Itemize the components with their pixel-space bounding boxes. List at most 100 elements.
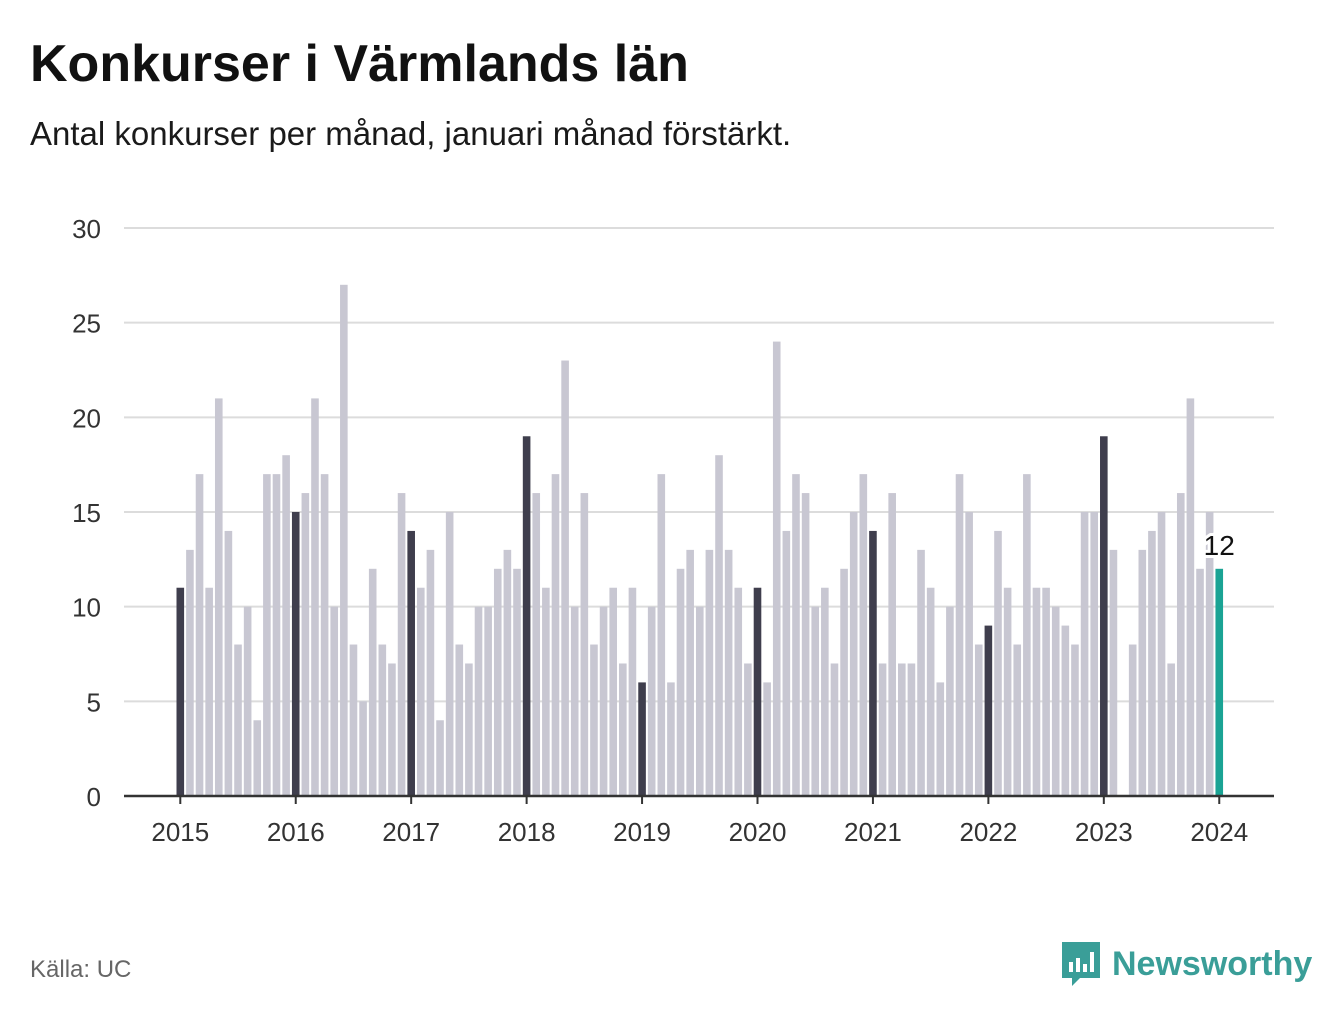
- bar-chart: 0 5 10 15 20 25 30 12 2015 2016 2017 2018 2019 2020 20…: [72, 214, 1274, 847]
- bar: [349, 644, 358, 796]
- bar: [378, 644, 387, 796]
- bar: [532, 493, 541, 796]
- bar: [965, 512, 973, 796]
- y-tick-label: 30: [72, 214, 101, 244]
- bar: [1176, 493, 1185, 796]
- y-tick-label: 15: [72, 498, 101, 528]
- bar: [878, 663, 887, 796]
- bar: [744, 663, 752, 796]
- bar: [417, 587, 425, 796]
- x-tick-label: 2021: [844, 817, 902, 847]
- bar: [1186, 398, 1195, 796]
- x-tick-label: 2017: [382, 817, 440, 847]
- bar: [686, 549, 694, 796]
- bar: [263, 474, 271, 796]
- bar: [426, 549, 435, 796]
- bar: [407, 530, 415, 796]
- bar: [340, 284, 348, 796]
- y-tick-label: 0: [87, 782, 101, 812]
- bar: [465, 663, 473, 796]
- bar: [705, 549, 714, 796]
- y-tick-label: 10: [72, 593, 101, 623]
- bar: [580, 493, 589, 796]
- bar: [561, 360, 569, 796]
- bar: [243, 606, 252, 796]
- bar: [994, 530, 1002, 796]
- bar: [638, 682, 646, 796]
- bar: [667, 682, 675, 796]
- bar: [599, 606, 608, 796]
- brand-logo: Newsworthy: [1060, 940, 1312, 988]
- bar: [291, 512, 300, 796]
- bar: [359, 701, 367, 796]
- bar: [1157, 512, 1166, 796]
- x-tick-label: 2024: [1190, 817, 1248, 847]
- bar: [436, 720, 444, 796]
- bar: [330, 606, 339, 796]
- bar: [1138, 549, 1147, 796]
- bar: [1051, 606, 1060, 796]
- bar: [830, 663, 839, 796]
- bar: [503, 549, 512, 796]
- newsworthy-logo-icon: [1062, 942, 1100, 986]
- y-tick-label: 20: [72, 403, 101, 433]
- bar: [513, 568, 521, 796]
- bar: [609, 587, 617, 796]
- bar: [888, 493, 896, 796]
- bar: [859, 474, 868, 796]
- bar: [1196, 568, 1204, 796]
- chart-title: Konkurser i Värmlands län: [30, 35, 689, 93]
- bar: [234, 644, 242, 796]
- bar: [1071, 644, 1079, 796]
- bar: [301, 493, 310, 796]
- bar: [753, 587, 762, 796]
- bar: [984, 625, 993, 796]
- x-tick-label: 2018: [498, 817, 556, 847]
- x-tick-label: 2020: [729, 817, 787, 847]
- bar: [936, 682, 945, 796]
- bar: [224, 530, 233, 796]
- bar: [1013, 644, 1022, 796]
- x-tick-label: 2022: [959, 817, 1017, 847]
- bar: [388, 663, 396, 796]
- bar: [522, 436, 531, 796]
- bar: [676, 568, 685, 796]
- bar: [619, 663, 627, 796]
- bar: [898, 663, 906, 796]
- chart-subtitle: Antal konkurser per månad, januari månad…: [30, 115, 792, 152]
- bar: [840, 568, 848, 796]
- bar: [1023, 474, 1031, 796]
- bar: [647, 606, 656, 796]
- bar: [1080, 512, 1089, 796]
- bar: [1215, 568, 1224, 796]
- x-tick-label: 2023: [1075, 817, 1133, 847]
- bar: [1148, 530, 1156, 796]
- bar: [782, 530, 791, 796]
- bar: [1003, 587, 1012, 796]
- bar: [282, 455, 290, 796]
- bar: [474, 606, 483, 796]
- bar: [214, 398, 223, 796]
- bar: [455, 644, 464, 796]
- bar: [368, 568, 377, 796]
- bar: [397, 493, 406, 796]
- bar: [445, 512, 454, 796]
- bar: [926, 587, 935, 796]
- bar: [772, 341, 781, 796]
- bar: [1109, 549, 1118, 796]
- bar: [1042, 587, 1050, 796]
- y-tick-label: 25: [72, 309, 101, 339]
- x-tick-label: 2015: [151, 817, 209, 847]
- bar: [570, 606, 579, 796]
- bar: [974, 644, 983, 796]
- bar: [849, 512, 858, 796]
- bar: [1205, 512, 1214, 796]
- x-tick-label: 2016: [267, 817, 325, 847]
- bar: [917, 549, 925, 796]
- latest-value-label: 12: [1204, 530, 1235, 561]
- bar: [1061, 625, 1070, 796]
- bar: [253, 720, 262, 796]
- x-tick-label: 2019: [613, 817, 671, 847]
- bar: [821, 587, 829, 796]
- bar: [176, 587, 185, 796]
